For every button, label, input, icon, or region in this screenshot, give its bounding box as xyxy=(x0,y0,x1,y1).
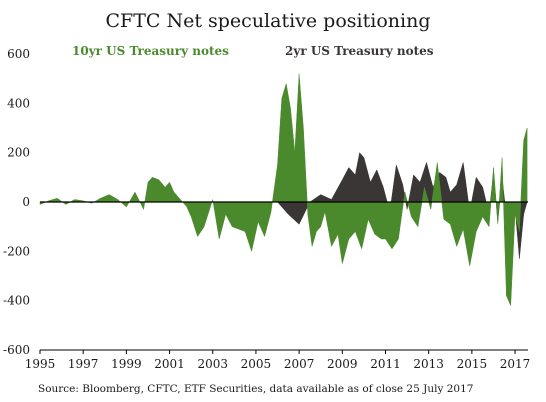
x-tick-label: 2007 xyxy=(284,357,315,371)
legend-2yr: 2yr US Treasury notes xyxy=(285,44,434,58)
y-tick-label: -200 xyxy=(3,244,30,258)
x-tick-label: 1997 xyxy=(68,357,99,371)
x-tick-label: 2009 xyxy=(327,357,358,371)
series-area-1 xyxy=(40,152,528,259)
chart-title: CFTC Net speculative positioning xyxy=(106,10,431,32)
series-area-0 xyxy=(39,73,528,306)
y-axis: 600 400 200 0 -200 -400 -600 xyxy=(3,47,30,357)
x-tick-label: 2017 xyxy=(500,357,531,371)
source-note: Source: Bloomberg, CFTC, ETF Securities,… xyxy=(38,383,473,395)
x-tick-label: 2005 xyxy=(241,357,272,371)
y-tick-label: -400 xyxy=(3,294,30,308)
x-tick-label: 2011 xyxy=(370,357,401,371)
x-tick-label: 2003 xyxy=(197,357,228,371)
y-tick-label: 400 xyxy=(7,96,30,110)
x-tick-label: 1995 xyxy=(25,357,56,371)
legend-10yr: 10yr US Treasury notes xyxy=(72,44,229,58)
y-tick-label: 200 xyxy=(7,146,30,160)
y-tick-label: -600 xyxy=(3,343,30,357)
x-tick-label: 1999 xyxy=(111,357,142,371)
x-tick-label: 2015 xyxy=(457,357,488,371)
y-tick-label: 600 xyxy=(7,47,30,61)
x-axis-ticks: 1995 1997 1999 2001 2003 2005 2007 2009 2011 2013… xyxy=(25,350,531,371)
x-tick-label: 2001 xyxy=(154,357,185,371)
plot-area xyxy=(39,73,528,306)
x-tick-label: 2013 xyxy=(413,357,444,371)
y-tick-label: 0 xyxy=(22,195,30,209)
